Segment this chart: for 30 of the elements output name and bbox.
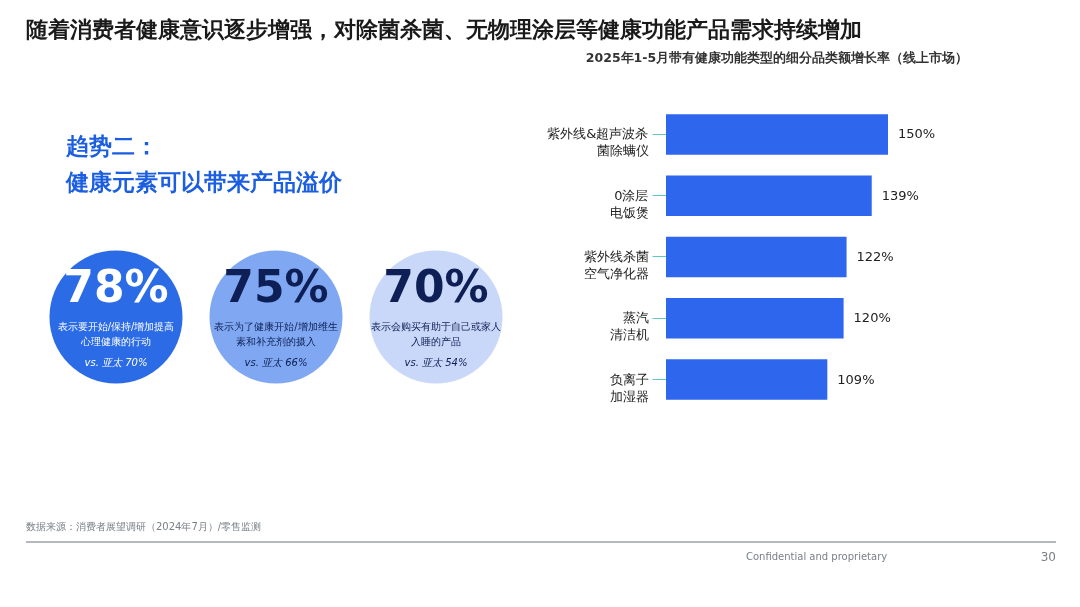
text: 30 — [1040, 550, 1056, 564]
bar — [666, 114, 888, 155]
text: Confidential and proprietary — [746, 551, 888, 562]
y-tick-label: 蒸汽清洁机 — [609, 310, 649, 343]
category-label: 表示为了健康开始/增加维生素和补充剂的摄入 — [214, 321, 338, 347]
y-tick-label: 紫外线&超声波杀菌除螨仪 — [547, 126, 649, 159]
text: 70% — [383, 261, 489, 312]
bar — [666, 175, 872, 216]
chart-title: 2025年1-5月带有健康功能类型的细分品类额增长率（线上市场） — [585, 49, 969, 65]
data-label: 122% — [856, 249, 894, 264]
y-tick-label: 负离子加湿器 — [609, 371, 649, 404]
text: 75% — [223, 261, 329, 312]
text: 78% — [63, 261, 169, 312]
text: vs. 亚太 66% — [244, 357, 308, 368]
text: vs. 亚太 70% — [84, 357, 148, 368]
bar — [666, 236, 847, 278]
text: 随着消费者健康意识逐步增强，对除菌杀菌、无物理涂层等健康功能产品需求持续增加 — [25, 16, 862, 42]
y-tick-label: 紫外线杀菌空气净化器 — [583, 249, 649, 281]
data-label: 139% — [881, 187, 919, 203]
category-label: 表示会购买有助于自己或家人入睡的产品 — [371, 321, 501, 347]
data-label: 109% — [837, 371, 875, 387]
text: vs. 亚太 54% — [404, 357, 468, 368]
data-label: 120% — [853, 310, 891, 326]
data-label: 150% — [898, 126, 936, 142]
category-label: 表示要开始/保持/增加提高心理健康的行动 — [57, 321, 175, 347]
bar — [666, 298, 844, 339]
bar — [666, 359, 828, 400]
source-note: 数据来源：消费者展望调研（2024年7月）/零售监测 — [26, 521, 262, 532]
y-tick-label: 0涂层电饭煲 — [609, 187, 649, 220]
text: 趋势二：健康元素可以带来产品溢价 — [65, 133, 343, 195]
